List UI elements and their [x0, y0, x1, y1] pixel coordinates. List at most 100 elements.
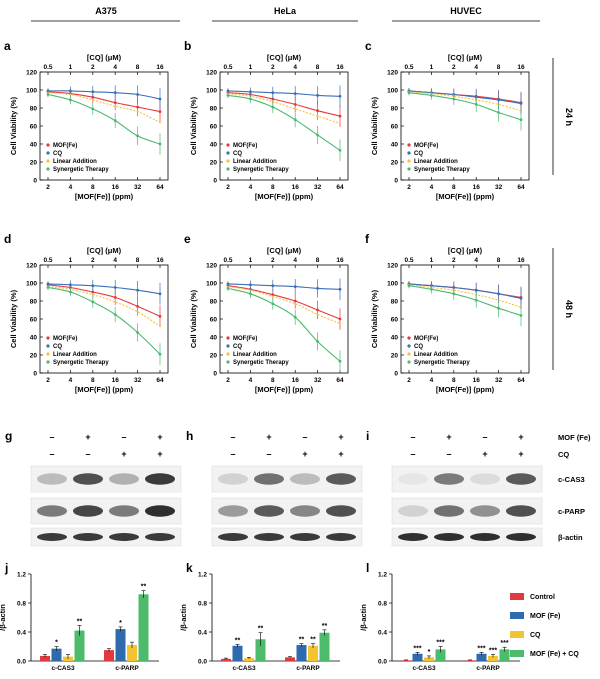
legend-label: Synergetic Therapy [53, 360, 109, 366]
data-point [294, 302, 297, 305]
data-point [113, 313, 117, 316]
x2-tick-label: 16 [156, 257, 164, 264]
data-point [69, 283, 72, 287]
y-tick-label: 0.0 [17, 658, 26, 665]
y-tick-label: 0 [213, 370, 217, 377]
protein-band [145, 473, 175, 485]
legend-swatch [510, 650, 524, 657]
panel-letter: c [365, 39, 372, 53]
legend-marker [46, 167, 50, 171]
x2-tick-label: 16 [336, 64, 344, 71]
y-tick-label: 100 [26, 280, 37, 287]
viability-panels: a02040608010012020.541821643286416[MOF(F… [4, 39, 530, 394]
column-headers: A375 HeLa HUVEC [31, 6, 540, 22]
bar [51, 648, 62, 661]
y-tick-label: 100 [387, 280, 398, 287]
y-tick-label: 40 [30, 334, 38, 341]
bar [127, 645, 137, 661]
cq-sign: + [157, 449, 162, 459]
protein-band [470, 505, 500, 517]
data-point [136, 93, 140, 96]
legend-marker [226, 159, 230, 163]
cq-sign: + [518, 449, 523, 459]
y-tick-label: 100 [387, 87, 398, 94]
legend-marker [46, 352, 50, 356]
legend-swatch [510, 631, 524, 638]
x2-tick-label: 16 [156, 64, 164, 71]
x-tick-label: 8 [271, 377, 275, 384]
x2-tick-label: 0.5 [43, 257, 52, 264]
bar [244, 658, 254, 661]
x2-tick-label: 1 [69, 64, 73, 71]
data-point [338, 359, 342, 363]
blot-panel-i: i – – + – – + + + [366, 429, 543, 547]
x-tick-label: 64 [517, 377, 525, 384]
data-point [271, 295, 274, 298]
data-point [271, 293, 275, 297]
x2-axis-label: [CQ] (μM) [267, 53, 302, 62]
bar [476, 653, 487, 661]
y-tick-label: 0.8 [378, 600, 387, 607]
data-point [158, 314, 162, 318]
protein-label-cas3: c-CAS3 [558, 475, 585, 484]
legend-marker [407, 143, 411, 147]
data-point [497, 98, 500, 102]
data-point [158, 292, 162, 296]
x2-tick-label: 0.5 [223, 64, 232, 71]
y-tick-label: 1.2 [198, 571, 207, 578]
x-axis-label: [MOF(Fe)] (ppm) [75, 192, 134, 201]
y-tick-label: 0.8 [17, 600, 26, 607]
protein-band [506, 505, 536, 517]
western-blot-panels: g – – + – – + + + h – – + – – + + + i – – + – – + + + MOF (Fe) CQ c-C… [5, 429, 591, 547]
data-point [294, 107, 297, 110]
data-point [249, 292, 252, 296]
x-tick-label: 2 [226, 377, 230, 384]
protein-band [290, 505, 320, 517]
protein-band [398, 533, 428, 541]
x2-tick-label: 4 [113, 64, 117, 71]
blot-panel-h: h – – + – – + + + [186, 429, 363, 547]
data-point [113, 91, 117, 95]
mof-row-label: MOF (Fe) [558, 433, 591, 442]
series-line [47, 93, 161, 145]
series-line [227, 286, 341, 325]
legend-swatch [510, 612, 524, 619]
y-axis-label: Cell Viability (%) [370, 96, 379, 155]
y-axis-label: Cell Viability (%) [189, 96, 198, 155]
x-tick-label: 16 [292, 377, 300, 384]
data-point [316, 109, 319, 113]
data-point [249, 97, 252, 101]
legend-marker [226, 336, 230, 340]
data-point [338, 114, 342, 118]
y-tick-label: 60 [210, 316, 218, 323]
y-tick-label: 120 [206, 69, 217, 76]
x-axis-label: [MOF(Fe)] (ppm) [255, 192, 314, 201]
significance-mark: ** [258, 626, 264, 633]
data-point [136, 134, 140, 138]
mof-sign: + [338, 432, 343, 442]
data-point [91, 290, 95, 294]
x2-tick-label: 8 [316, 257, 320, 264]
significance-mark: *** [413, 645, 421, 652]
data-point [316, 340, 319, 343]
data-point [430, 287, 433, 291]
legend-marker [46, 360, 50, 364]
y-tick-label: 60 [391, 123, 399, 130]
data-point [452, 97, 456, 101]
x-tick-label: 16 [112, 184, 120, 191]
legend-marker [226, 151, 230, 155]
data-point [226, 282, 230, 286]
x-tick-label: 2 [407, 377, 411, 384]
legend-label: CQ [233, 344, 242, 350]
data-point [69, 89, 72, 93]
legend-marker [407, 151, 411, 155]
protein-band [145, 505, 175, 517]
cq-sign: – [446, 449, 451, 459]
legend-label: CQ [530, 632, 541, 639]
data-point [293, 285, 297, 288]
y-tick-label: 0.4 [17, 629, 26, 636]
significance-mark: ** [310, 637, 316, 644]
data-point [114, 105, 117, 108]
protein-band [434, 473, 464, 485]
legend-marker [46, 151, 50, 155]
